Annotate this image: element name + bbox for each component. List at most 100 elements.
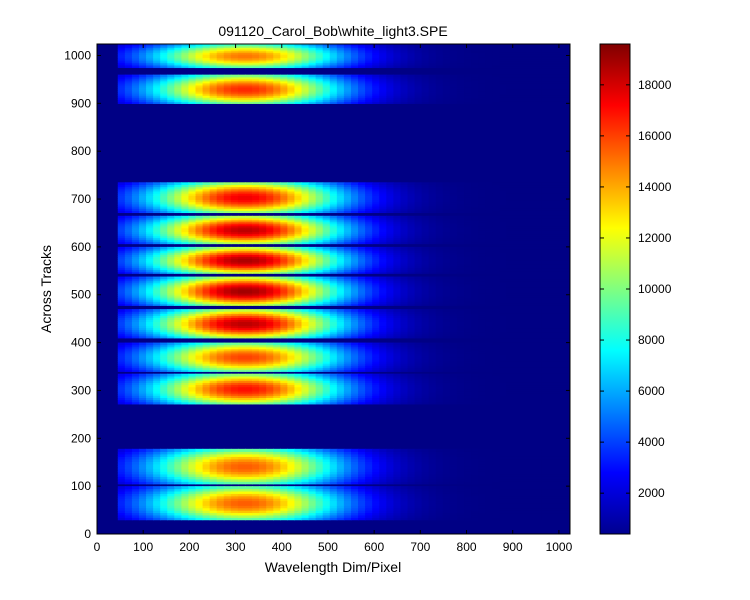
heatmap-cell <box>237 453 246 457</box>
heatmap-cell <box>471 502 479 506</box>
heatmap-cell <box>153 512 161 516</box>
heatmap-cell <box>562 342 570 346</box>
heatmap-cell <box>266 329 274 333</box>
heatmap-cell <box>492 388 500 392</box>
heatmap-cell <box>513 395 522 398</box>
heatmap-cell <box>393 461 402 465</box>
heatmap-cell <box>449 382 458 386</box>
heatmap-cell <box>456 395 465 398</box>
heatmap-cell <box>230 327 239 331</box>
heatmap-cell <box>485 335 493 339</box>
heatmap-cell <box>471 369 479 372</box>
heatmap-cell <box>216 390 225 394</box>
heatmap-cell <box>294 399 303 403</box>
heatmap-cell <box>174 451 182 455</box>
heatmap-cell <box>548 488 557 492</box>
heatmap-cell <box>358 453 366 457</box>
heatmap-cell <box>273 329 281 333</box>
heatmap-cell <box>548 354 557 358</box>
heatmap-cell <box>407 329 416 333</box>
heatmap-cell <box>202 382 211 386</box>
heatmap-cell <box>365 463 373 467</box>
heatmap-cell <box>160 384 168 388</box>
heatmap-cell <box>237 342 246 346</box>
heatmap-cell <box>131 456 140 460</box>
heatmap-cell <box>421 500 430 504</box>
heatmap-cell <box>386 365 394 368</box>
heatmap-cell <box>301 375 310 379</box>
heatmap-cell <box>329 451 338 455</box>
heatmap-cell <box>527 348 536 352</box>
heatmap-cell <box>315 498 324 502</box>
heatmap-cell <box>520 481 529 485</box>
heatmap-cell <box>244 331 253 335</box>
heatmap-cell <box>329 395 338 398</box>
heatmap-cell <box>301 468 310 472</box>
heatmap-cell <box>153 333 161 337</box>
heatmap-cell <box>400 348 409 352</box>
heatmap-cell <box>393 365 402 368</box>
heatmap-cell <box>499 463 508 467</box>
heatmap-cell <box>414 461 423 465</box>
heatmap-cell <box>414 463 423 467</box>
heatmap-cell <box>499 401 508 405</box>
heatmap-cell <box>499 478 508 482</box>
heatmap-cell <box>195 466 204 470</box>
heatmap-cell <box>237 395 246 398</box>
heatmap-cell <box>202 361 211 364</box>
heatmap-cell <box>414 333 423 337</box>
heatmap-cell <box>464 461 472 465</box>
heatmap-cell <box>322 354 331 358</box>
heatmap-cell <box>301 327 310 331</box>
heatmap-cell <box>548 478 557 482</box>
heatmap-cell <box>280 331 288 335</box>
heatmap-cell <box>294 350 303 354</box>
heatmap-cell <box>350 342 359 346</box>
heatmap-cell <box>146 354 154 358</box>
heatmap-cell <box>167 466 175 470</box>
heatmap-cell <box>301 453 310 457</box>
heatmap-cell <box>407 486 416 490</box>
heatmap-cell <box>329 361 338 364</box>
heatmap-cell <box>456 500 465 504</box>
heatmap-cell <box>138 331 147 335</box>
heatmap-cell <box>421 335 430 339</box>
heatmap-cell <box>520 514 529 518</box>
heatmap-cell <box>548 384 557 388</box>
heatmap-cell <box>456 344 465 348</box>
heatmap-cell <box>534 463 543 467</box>
heatmap-cell <box>548 395 557 398</box>
heatmap-cell <box>343 359 352 362</box>
heatmap-cell <box>492 380 500 383</box>
heatmap-cell <box>252 456 260 460</box>
heatmap-cell <box>527 461 536 465</box>
heatmap-cell <box>167 401 175 405</box>
heatmap-cell <box>237 510 246 514</box>
heatmap-cell <box>527 329 536 333</box>
heatmap-cell <box>266 502 274 506</box>
heatmap-cell <box>464 512 472 516</box>
heatmap-cell <box>428 344 437 348</box>
heatmap-cell <box>202 481 211 485</box>
heatmap-cell <box>188 348 197 352</box>
heatmap-cell <box>259 498 267 502</box>
heatmap-cell <box>513 363 522 366</box>
heatmap-cell <box>449 401 458 405</box>
heatmap-cell <box>336 481 345 485</box>
heatmap-cell <box>259 505 267 509</box>
heatmap-cell <box>216 359 225 362</box>
heatmap-cell <box>153 517 161 521</box>
heatmap-cell <box>513 463 522 467</box>
heatmap-cell <box>167 514 175 518</box>
heatmap-cell <box>386 335 394 339</box>
heatmap-cell <box>527 495 536 499</box>
heatmap-cell <box>464 359 472 362</box>
heatmap-cell <box>308 344 317 348</box>
heatmap-cell <box>414 395 423 398</box>
heatmap-cell <box>414 363 423 366</box>
heatmap-cell <box>555 382 564 386</box>
heatmap-cell <box>195 461 204 465</box>
heatmap-cell <box>301 495 310 499</box>
heatmap-cell <box>478 458 486 462</box>
heatmap-cell <box>534 486 543 490</box>
